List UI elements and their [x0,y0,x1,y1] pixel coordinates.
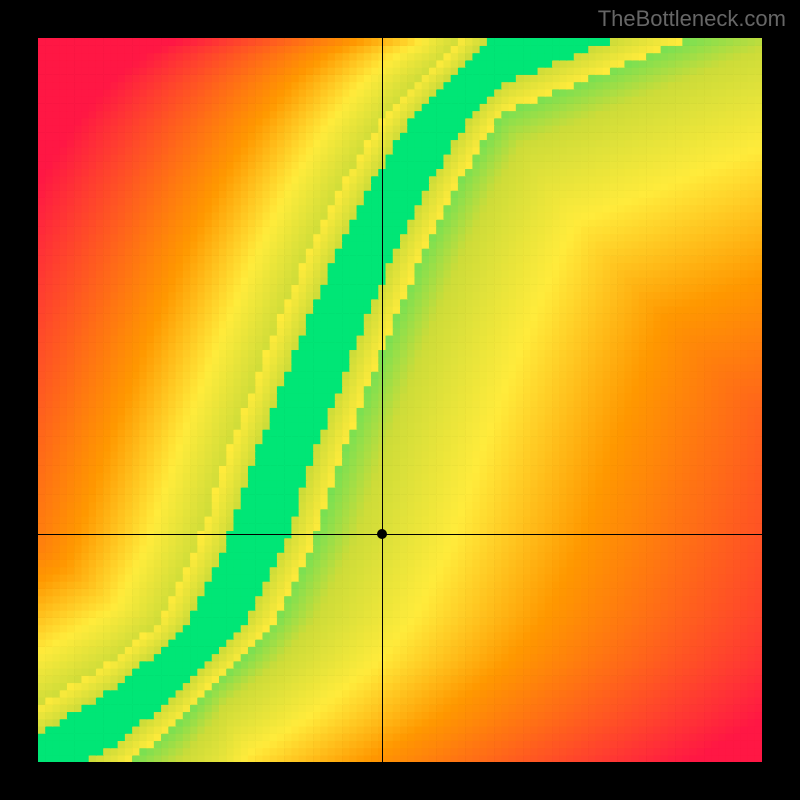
marker-dot [377,529,387,539]
heatmap-canvas [38,38,762,762]
watermark-label: TheBottleneck.com [598,6,786,32]
crosshair-vertical [382,38,383,762]
crosshair-horizontal [38,534,762,535]
chart-container: TheBottleneck.com [0,0,800,800]
